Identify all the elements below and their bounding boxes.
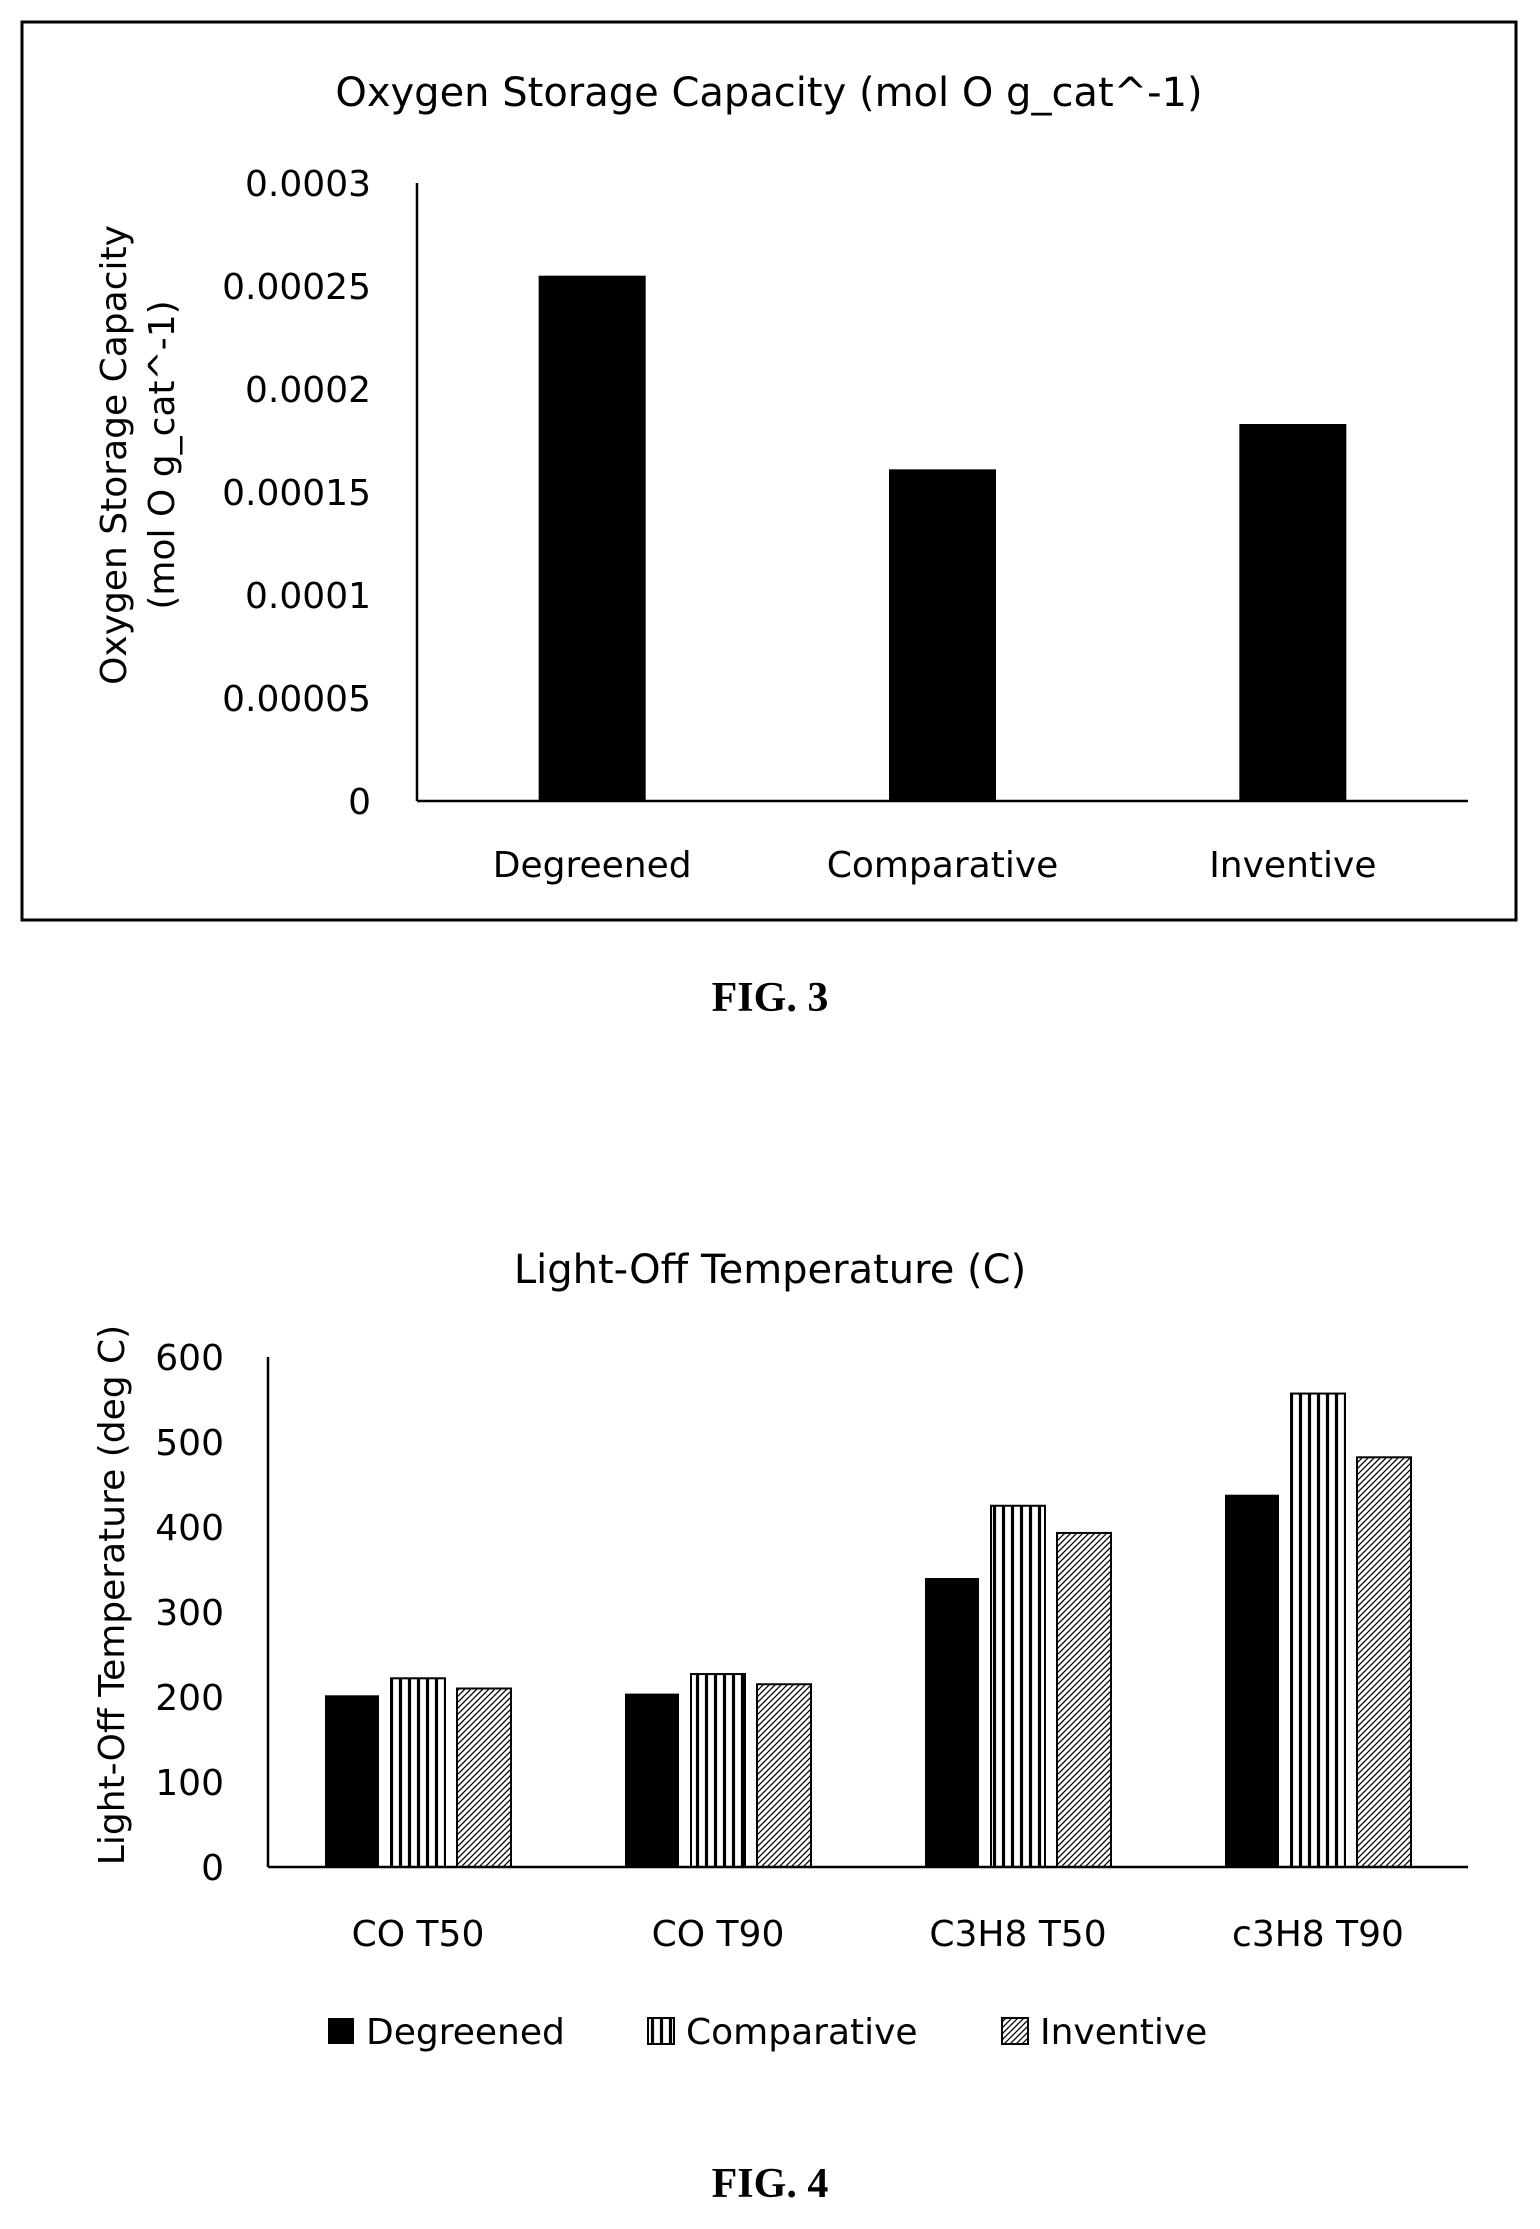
light-off-temperature-chart: Light-Off Temperature (C) Light-Off Temp… xyxy=(92,1247,1468,2053)
bar xyxy=(889,469,996,801)
y-tick-label: 0 xyxy=(201,1848,224,1889)
legend-label: Inventive xyxy=(1040,2012,1207,2053)
x-tick-label: Comparative xyxy=(827,845,1059,886)
chart-title: Oxygen Storage Capacity (mol O g_cat^-1) xyxy=(335,70,1202,116)
x-tick-label: CO T50 xyxy=(352,1914,485,1955)
y-axis-label-line-1: Oxygen Storage Capacity xyxy=(94,225,135,685)
oxygen-storage-chart: Oxygen Storage Capacity (mol O g_cat^-1)… xyxy=(20,20,1518,922)
bar xyxy=(1239,424,1347,801)
bar-inventive xyxy=(1056,1531,1112,1868)
bar-degreened xyxy=(925,1578,979,1867)
x-tick-label: C3H8 T50 xyxy=(929,1914,1106,1955)
bar-degreened xyxy=(325,1695,379,1867)
y-tick-label: 0.00015 xyxy=(222,473,371,514)
x-tick-label: c3H8 T90 xyxy=(1232,1914,1404,1955)
legend-swatch-comparative xyxy=(647,2017,675,2045)
figure-caption-4: FIG. 4 xyxy=(711,2161,829,2207)
y-tick-label: 0.0001 xyxy=(245,576,371,617)
y-axis-label: Light-Off Temperature (deg C) xyxy=(92,1325,133,1865)
bar-inventive xyxy=(456,1687,512,1868)
bar-comparative xyxy=(390,1677,446,1869)
chart-frame xyxy=(20,20,1518,922)
bar-inventive xyxy=(1356,1456,1412,1869)
bar-degreened xyxy=(1225,1494,1279,1867)
bar-comparative xyxy=(990,1504,1046,1868)
y-tick-label: 100 xyxy=(155,1763,224,1804)
chart-title: Light-Off Temperature (C) xyxy=(514,1247,1026,1293)
bar-comparative xyxy=(690,1673,746,1869)
y-tick-label: 0.0003 xyxy=(245,164,371,205)
y-tick-label: 500 xyxy=(155,1423,224,1464)
figure-caption-3: FIG. 3 xyxy=(711,975,829,1021)
bar-comparative xyxy=(1290,1392,1346,1869)
y-axis-label-line-2: (mol O g_cat^-1) xyxy=(142,300,183,609)
y-tick-label: 600 xyxy=(155,1338,224,1379)
y-tick-label: 300 xyxy=(155,1593,224,1634)
legend-swatch-inventive xyxy=(1001,2017,1029,2045)
bar xyxy=(538,275,646,801)
legend-label: Degreened xyxy=(366,2012,565,2053)
legend-label: Comparative xyxy=(686,2012,918,2053)
y-tick-label: 200 xyxy=(155,1678,224,1719)
y-tick-label: 0 xyxy=(348,782,371,823)
y-tick-label: 0.00005 xyxy=(222,679,371,720)
chart-legend: Degreened Comparative Inventive xyxy=(328,2012,1207,2053)
x-tick-label: Degreened xyxy=(493,845,692,886)
bar-inventive xyxy=(756,1683,812,1868)
legend-swatch-degreened xyxy=(328,2018,354,2044)
y-tick-label: 400 xyxy=(155,1508,224,1549)
x-tick-label: Inventive xyxy=(1209,845,1376,886)
y-tick-label: 0.00025 xyxy=(222,267,371,308)
y-tick-label: 0.0002 xyxy=(245,370,371,411)
x-tick-label: CO T90 xyxy=(652,1914,785,1955)
bar-degreened xyxy=(625,1693,679,1867)
